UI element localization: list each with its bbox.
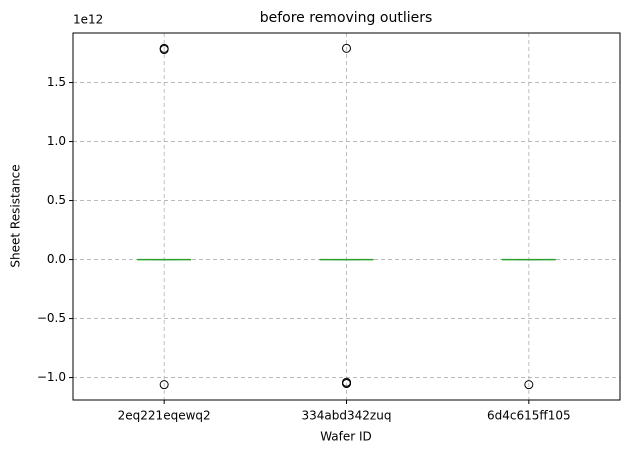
y-tick-label: 0.0 — [47, 252, 66, 266]
outlier — [342, 378, 351, 388]
x-tick-label: 2eq221eqewq2 — [118, 409, 211, 423]
offset-label: 1e12 — [73, 13, 103, 27]
x-axis-label: Wafer ID — [320, 430, 372, 444]
outlier — [342, 43, 351, 53]
y-tick-label: 0.5 — [47, 193, 66, 207]
x-tick-label: 6d4c615ff105 — [487, 409, 571, 423]
x-tick-label: 334abd342zuq — [302, 409, 392, 423]
y-tick-label: 1.5 — [47, 75, 66, 89]
outlier — [524, 380, 534, 390]
chart-title: before removing outliers — [260, 10, 433, 26]
y-tick-label: −1.0 — [37, 370, 66, 384]
outlier — [159, 43, 169, 53]
y-tick-label: −0.5 — [37, 311, 66, 325]
plot-frame — [72, 32, 621, 401]
outlier — [159, 380, 169, 390]
y-tick-label: 1.0 — [47, 134, 66, 148]
y-axis-label: Sheet Resistance — [9, 164, 23, 267]
